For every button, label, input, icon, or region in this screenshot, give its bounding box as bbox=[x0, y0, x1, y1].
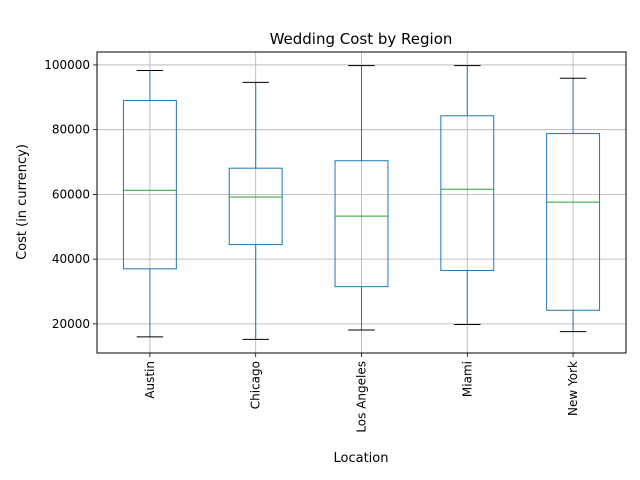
chart-title: Wedding Cost by Region bbox=[270, 30, 453, 48]
x-axis-label: Location bbox=[334, 451, 389, 466]
box-miami bbox=[440, 65, 495, 326]
y-axis-label: Cost (in currency) bbox=[15, 144, 30, 260]
x-tick-label: Chicago bbox=[249, 361, 263, 409]
y-axis-ticks: 20000 40000 60000 80000 100000 bbox=[44, 58, 97, 331]
y-tick-label: 40000 bbox=[52, 252, 90, 266]
box-new-york bbox=[546, 77, 601, 333]
y-tick-label: 100000 bbox=[44, 58, 90, 72]
y-tick-label: 80000 bbox=[52, 123, 90, 137]
iqr-box bbox=[546, 133, 601, 311]
box-layer bbox=[122, 65, 601, 340]
box-austin bbox=[122, 69, 177, 338]
iqr-box bbox=[334, 160, 389, 288]
y-tick-label: 20000 bbox=[52, 317, 90, 331]
iqr-box bbox=[440, 115, 495, 271]
x-tick-label: New York bbox=[566, 361, 580, 416]
x-axis-ticks: Austin Chicago Los Angeles Miami New York bbox=[143, 353, 580, 433]
grid-layer bbox=[97, 52, 626, 353]
x-tick-label: Los Angeles bbox=[355, 361, 369, 433]
x-tick-label: Austin bbox=[143, 361, 157, 399]
y-tick-label: 60000 bbox=[52, 187, 90, 201]
box-chicago bbox=[228, 81, 283, 340]
x-tick-label: Miami bbox=[460, 361, 474, 397]
box-los-angeles bbox=[334, 65, 389, 331]
iqr-box bbox=[122, 100, 177, 270]
iqr-box bbox=[228, 167, 283, 246]
